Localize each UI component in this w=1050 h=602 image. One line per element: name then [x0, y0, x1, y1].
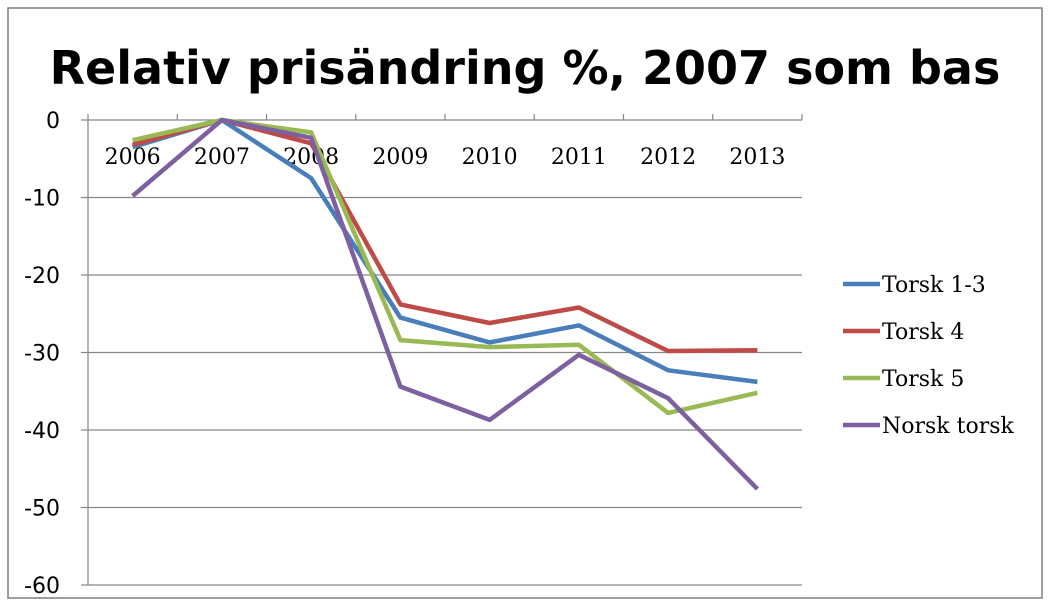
x-tick-label: 2009: [372, 145, 428, 170]
x-tick-label: 2006: [105, 145, 161, 170]
x-tick-label: 2012: [640, 145, 696, 170]
series-lines: [131, 117, 760, 491]
x-tick-label: 2011: [551, 145, 607, 170]
axes: [81, 114, 803, 586]
y-tick-label: -50: [24, 497, 60, 522]
y-tick-label: -60: [24, 574, 60, 599]
chart-border: [7, 7, 1043, 599]
legend-label: Torsk 1-3: [882, 273, 986, 298]
series-line-4: [131, 117, 760, 491]
legend-label: Norsk torsk: [882, 414, 1015, 439]
gridlines: [88, 196, 802, 586]
series-line-1: [131, 117, 758, 385]
y-tick-label: 0: [46, 109, 60, 134]
y-tick-label: -30: [24, 342, 60, 367]
legend: Torsk 1-3 Torsk 4 Torsk 5 Norsk torsk: [843, 273, 1015, 439]
legend-label: Torsk 5: [882, 367, 964, 392]
chart-title: Relativ prisändring %, 2007 som bas: [50, 41, 1001, 95]
x-tick-label: 2010: [462, 145, 518, 170]
y-tick-label: -10: [24, 187, 60, 212]
y-tick-labels: 0 -10 -20 -30 -40 -50 -60: [24, 109, 60, 599]
y-tick-label: -20: [24, 264, 60, 289]
x-tick-label: 2013: [729, 145, 785, 170]
x-tick-label: 2007: [194, 145, 250, 170]
legend-label: Torsk 4: [882, 320, 964, 345]
y-tick-label: -40: [24, 419, 60, 444]
